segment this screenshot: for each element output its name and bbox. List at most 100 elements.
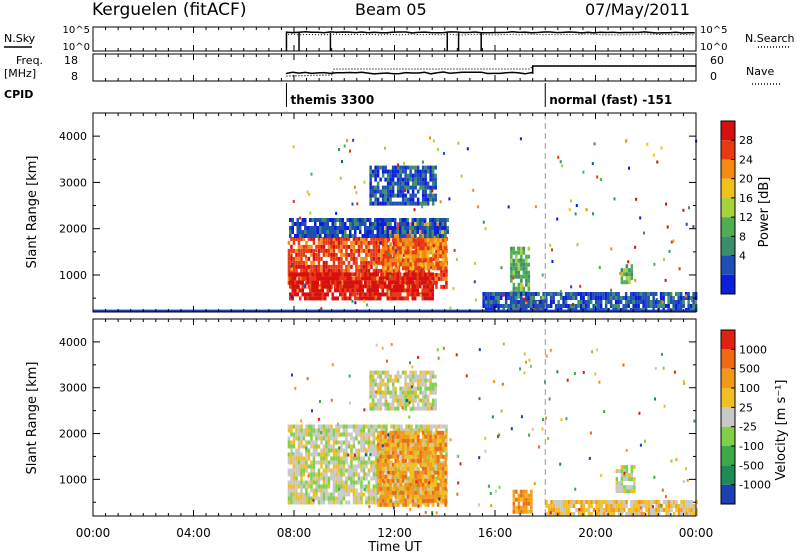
data-cell (522, 509, 526, 514)
data-cell (324, 234, 327, 238)
data-cell (376, 288, 379, 293)
data-cell (295, 484, 298, 489)
data-cell (411, 193, 415, 198)
data-cell (407, 268, 411, 273)
data-cell (439, 470, 442, 475)
data-cell (615, 485, 619, 490)
data-cell (589, 296, 593, 300)
colorbar-segment (721, 465, 735, 485)
data-cell (306, 226, 309, 230)
data-cell (345, 484, 348, 489)
data-speckle (534, 205, 537, 209)
data-cell (630, 477, 634, 482)
data-cell (622, 504, 626, 508)
nsky-tick-top: 10^5 (63, 25, 90, 36)
data-cell (429, 494, 432, 499)
data-cell (320, 460, 323, 465)
data-cell (692, 300, 695, 304)
data-cell (364, 292, 367, 297)
data-cell (520, 505, 523, 510)
data-cell (302, 496, 306, 501)
data-cell (376, 490, 380, 495)
data-cell (389, 394, 392, 399)
data-cell (350, 468, 353, 473)
data-cell (384, 386, 387, 391)
data-cell (439, 462, 442, 467)
data-cell (440, 244, 443, 249)
data-cell (316, 296, 319, 301)
data-cell (514, 296, 518, 300)
data-cell (389, 280, 392, 285)
data-cell (365, 448, 368, 453)
data-cell (369, 296, 372, 301)
data-cell (332, 432, 336, 437)
data-cell (305, 480, 308, 485)
data-cell (424, 462, 427, 467)
data-cell (381, 498, 385, 503)
data-cell (399, 181, 402, 186)
data-cell (634, 296, 638, 300)
data-cell (376, 284, 379, 289)
data-cell (667, 512, 671, 516)
data-speckle (487, 484, 490, 488)
data-cell (379, 177, 382, 182)
data-cell (580, 504, 583, 508)
colorbar-segment (721, 426, 735, 446)
data-cell (349, 280, 352, 285)
data-cell (406, 234, 410, 239)
data-cell (325, 248, 328, 253)
data-cell (582, 504, 586, 508)
data-cell (402, 272, 406, 277)
data-cell (317, 248, 321, 253)
data-cell (376, 398, 380, 403)
data-cell (404, 296, 407, 301)
data-cell (552, 504, 556, 508)
data-cell (404, 242, 407, 247)
data-cell (287, 484, 291, 489)
data-cell (429, 238, 432, 243)
data-cell (602, 296, 605, 300)
data-cell (386, 226, 389, 230)
data-speckle (368, 290, 371, 294)
data-cell (356, 226, 359, 230)
data-cell (436, 486, 440, 491)
data-cell (367, 240, 371, 245)
data-cell (644, 300, 648, 304)
data-cell (391, 454, 395, 459)
data-cell (440, 272, 443, 277)
data-cell (444, 226, 447, 230)
data-cell (376, 498, 380, 503)
data-speckle (493, 380, 496, 383)
data-cell (369, 394, 372, 399)
data-cell (515, 505, 518, 510)
data-cell (406, 258, 410, 263)
data-cell (330, 444, 333, 449)
data-cell (365, 424, 368, 429)
data-cell (304, 292, 307, 297)
data-cell (431, 482, 435, 487)
data-cell (401, 402, 405, 407)
data-cell (416, 434, 420, 439)
data-cell (421, 169, 425, 174)
data-cell (360, 272, 363, 277)
data-cell (309, 272, 312, 277)
data-speckle (541, 296, 544, 299)
data-cell (345, 488, 348, 493)
data-cell (439, 466, 442, 471)
data-cell (409, 292, 412, 297)
data-speckle (305, 263, 307, 267)
data-cell (327, 252, 331, 257)
data-cell (421, 296, 424, 301)
data-cell (607, 292, 610, 296)
data-cell (391, 246, 395, 251)
data-cell (512, 270, 516, 275)
data-cell (287, 428, 291, 433)
data-cell (346, 226, 349, 230)
data-cell (404, 177, 407, 182)
data-cell (372, 496, 376, 501)
data-cell (515, 266, 518, 271)
data-cell (401, 450, 405, 455)
data-cell (297, 500, 301, 505)
data-cell (420, 268, 423, 273)
data-cell (434, 490, 437, 495)
